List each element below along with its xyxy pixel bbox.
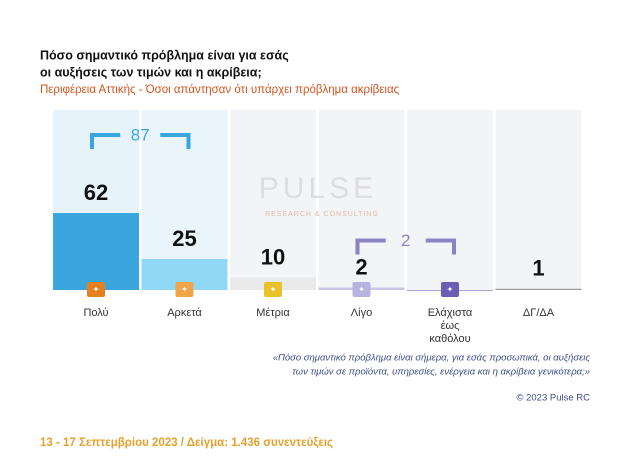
icon: [175, 282, 194, 297]
bar: [53, 213, 139, 290]
value-label: 62: [84, 180, 108, 205]
panel: [318, 110, 405, 290]
category-label: Μέτρια: [256, 307, 290, 319]
icon: [264, 282, 282, 297]
icon-glyph: ✦: [358, 285, 365, 294]
group-label: 2: [401, 231, 410, 250]
title-line: οι αυξήσεις των τιμών και η ακρίβεια;: [40, 65, 262, 79]
category-label: Λίγο: [350, 307, 373, 319]
icon-glyph: ✦: [93, 285, 100, 294]
note-line: «Πόσο σημαντικό πρόβλημα είναι σήμερα, γ…: [273, 353, 591, 364]
bar: [495, 288, 582, 290]
icon-glyph: ✦: [447, 285, 454, 294]
footer: 13 - 17 Σεπτεμβρίου 2023 / Δείγμα: 1.436…: [40, 437, 333, 449]
group-bracket: [90, 133, 191, 149]
watermark-name: PULSE: [259, 172, 377, 205]
value-label: 1: [532, 256, 544, 281]
category-label: Ελάχιστα έως καθόλου: [427, 307, 473, 345]
category-label: Αρκετά: [167, 307, 202, 319]
note-line: των τιμών σε προϊόντα, υπηρεσίες, ενέργε…: [292, 367, 590, 378]
category-label: ΔΓ/ΔΑ: [522, 307, 555, 319]
icon-glyph: ✦: [270, 285, 277, 294]
icon-glyph: ✦: [181, 285, 188, 294]
value-label: 10: [261, 244, 285, 269]
group-bracket: [355, 238, 456, 255]
group-label: 87: [131, 125, 150, 144]
panel: [230, 110, 316, 290]
panel: [495, 110, 582, 290]
category-label: Πολύ: [83, 307, 109, 319]
subtitle: Περιφέρεια Αττικής - Όσοι απάντησαν ότι …: [40, 84, 400, 96]
icon: [352, 282, 371, 297]
value-label: 2: [355, 254, 367, 279]
panel: [407, 110, 493, 290]
title-line: Πόσο σημαντικό πρόβλημα είναι για εσάς: [40, 48, 289, 62]
icon: [87, 282, 105, 297]
watermark-tagline: RESEARCH & CONSULTING: [265, 211, 379, 218]
value-label: 25: [172, 226, 196, 251]
copyright: © 2023 Pulse RC: [516, 393, 590, 404]
icon: [441, 282, 459, 297]
